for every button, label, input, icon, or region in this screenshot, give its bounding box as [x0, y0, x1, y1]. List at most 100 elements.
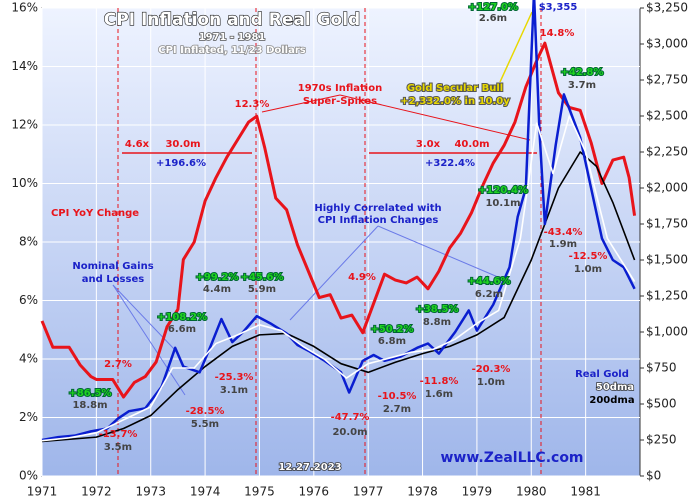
annotation: +50.2% [370, 324, 413, 335]
x-tick-label: 1974 [190, 485, 221, 499]
y-tick-label: 12% [11, 118, 38, 132]
x-tick-label: 1973 [135, 485, 166, 499]
annotation: 4.4m [203, 284, 231, 295]
y2-tick-label: $250 [646, 433, 677, 447]
annotation: 1.6m [425, 389, 453, 400]
y-tick-label: 10% [11, 176, 38, 190]
annotation: 6.6m [168, 324, 196, 335]
annotation: 5.5m [191, 419, 219, 430]
annotation: 3.7m [568, 80, 596, 91]
annotation: -13.7% [99, 429, 138, 440]
y-tick-label: 14% [11, 59, 38, 73]
annotation: +120.4% [478, 185, 528, 196]
callout-lines [112, 11, 533, 396]
annotation: 6.8m [378, 336, 406, 347]
y2-tick-label: $0 [646, 469, 661, 483]
chart-subtitle: 1971 - 1981 [199, 32, 266, 43]
x-tick-label: 1977 [353, 485, 384, 499]
y-tick-label: 8% [19, 235, 38, 249]
annotation: Nominal Gains [72, 261, 153, 272]
annotation: +127.0% [468, 2, 518, 13]
series-line [41, 115, 636, 442]
y2-tick-label: $1,750 [646, 217, 688, 231]
legend-entry: CPI YoY Change [51, 208, 139, 219]
annotation: Super-Spikes [303, 96, 377, 107]
legend-entry: 50dma [596, 382, 634, 393]
series-line [40, 41, 637, 399]
annotation: -25.3% [215, 372, 254, 383]
x-tick-label: 1979 [462, 485, 493, 499]
annotation: 3.5m [104, 442, 132, 453]
annotation: 40.0m [454, 139, 489, 150]
annotation: +38.5% [415, 304, 458, 315]
series-line [41, 151, 636, 443]
annotation: CPI Inflation Changes [318, 215, 439, 226]
y-tick-label: 2% [19, 410, 38, 424]
chart-title: CPI Inflation and Real Gold [104, 10, 360, 30]
x-tick-label: 1976 [299, 485, 330, 499]
annotation: 2.7% [104, 359, 132, 370]
y2-tick-label: $2,000 [646, 181, 688, 195]
annotation: and Losses [82, 274, 144, 285]
annotation: www.ZealLLC.com [440, 450, 583, 466]
annotation: 2.7m [383, 404, 411, 415]
series-line [41, 0, 636, 442]
annotation: 4.6x [125, 139, 150, 150]
legend-entry: Real Gold [575, 369, 629, 380]
annotation: -47.7% [331, 412, 370, 423]
y-tick-label: 0% [19, 469, 38, 483]
annotation: 4.9% [348, 272, 376, 283]
y2-tick-label: $1,250 [646, 289, 688, 303]
annotation: 12.3% [235, 99, 270, 110]
y2-tick-label: $500 [646, 397, 677, 411]
annotation: 3.0x [416, 139, 441, 150]
annotation: 2.6m [479, 13, 507, 24]
x-tick-label: 1971 [27, 485, 58, 499]
x-tick-label: 1981 [570, 485, 601, 499]
annotation: +108.2% [157, 312, 207, 323]
annotation: +86.5% [68, 388, 111, 399]
x-tick-label: 1975 [244, 485, 275, 499]
annotation: 1970s Inflation [298, 83, 382, 94]
x-tick-label: 1972 [81, 485, 112, 499]
annotation: +44.6% [467, 276, 510, 287]
chart-note: CPI Inflated, 11/23 Dollars [158, 45, 306, 56]
annotation: +45.6% [240, 272, 283, 283]
y2-tick-label: $1,500 [646, 253, 688, 267]
y2-tick-label: $2,500 [646, 109, 688, 123]
y2-tick-label: $3,000 [646, 37, 688, 51]
annotation: +322.4% [425, 158, 475, 169]
annotation: 5.9m [248, 284, 276, 295]
annotation: Highly Correlated with [314, 203, 441, 214]
y2-tick-label: $750 [646, 361, 677, 375]
annotation: -28.5% [186, 406, 225, 417]
annotation: 6.2m [475, 289, 503, 300]
annotation: 1.9m [549, 239, 577, 250]
y-tick-label: 16% [11, 1, 38, 15]
annotation: 10.1m [485, 198, 520, 209]
annotation: $3,355 [539, 2, 578, 13]
annotation: 12.27.2023 [278, 462, 341, 473]
y2-tick-label: $1,000 [646, 325, 688, 339]
y-tick-label: 4% [19, 352, 38, 366]
annotation: -43.4% [544, 227, 583, 238]
legend-entry: 200dma [589, 395, 634, 406]
annotation: Gold Secular Bull [407, 83, 503, 94]
annotation: 1.0m [574, 264, 602, 275]
y2-tick-label: $2,250 [646, 145, 688, 159]
annotation: 18.8m [72, 400, 107, 411]
annotation: -10.5% [378, 391, 417, 402]
annotation: +99.2% [195, 272, 238, 283]
annotation: +42.8% [560, 67, 603, 78]
y2-tick-label: $3,250 [646, 1, 688, 15]
annotation: 3.1m [220, 385, 248, 396]
annotation: -12.5% [569, 251, 608, 262]
annotation: +2,332.0% in 10.0y [400, 96, 510, 107]
annotation: -11.8% [420, 376, 459, 387]
event-lines [117, 8, 542, 476]
annotation: 8.8m [423, 317, 451, 328]
x-tick-label: 1978 [407, 485, 438, 499]
annotation: +196.6% [156, 158, 206, 169]
